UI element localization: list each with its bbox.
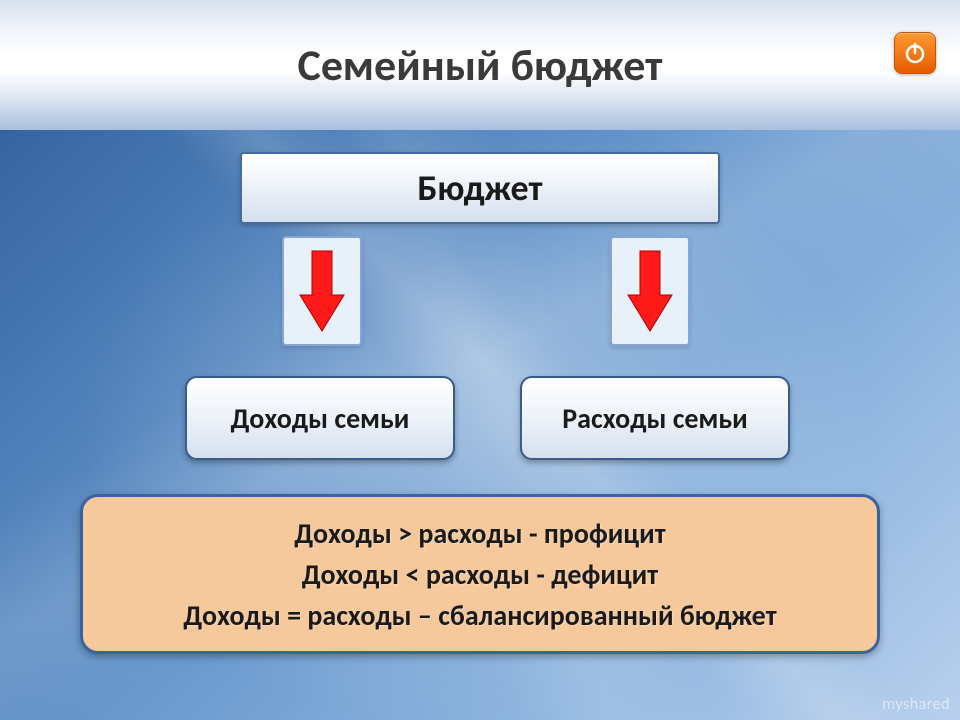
income-box: Доходы семьи <box>185 376 455 460</box>
arrow-down-icon <box>294 245 350 337</box>
summary-line-1: Доходы > расходы - профицит <box>294 516 665 551</box>
budget-root-box: Бюджет <box>240 152 720 224</box>
budget-root-label: Бюджет <box>417 166 542 210</box>
close-button[interactable] <box>894 32 936 74</box>
arrow-container-left <box>282 236 362 346</box>
income-label: Доходы семьи <box>231 401 410 436</box>
expense-box: Расходы семьи <box>520 376 790 460</box>
summary-line-2: Доходы < расходы - дефицит <box>302 557 658 592</box>
summary-box: Доходы > расходы - профицит Доходы < рас… <box>80 494 880 654</box>
page-title: Семейный бюджет <box>0 38 960 92</box>
arrow-container-right <box>610 236 690 346</box>
power-icon <box>903 41 927 65</box>
arrow-down-icon <box>622 245 678 337</box>
watermark-text: myshared <box>882 695 950 714</box>
summary-line-3: Доходы = расходы – сбалансированный бюдж… <box>183 598 776 633</box>
expense-label: Расходы семьи <box>562 401 747 436</box>
